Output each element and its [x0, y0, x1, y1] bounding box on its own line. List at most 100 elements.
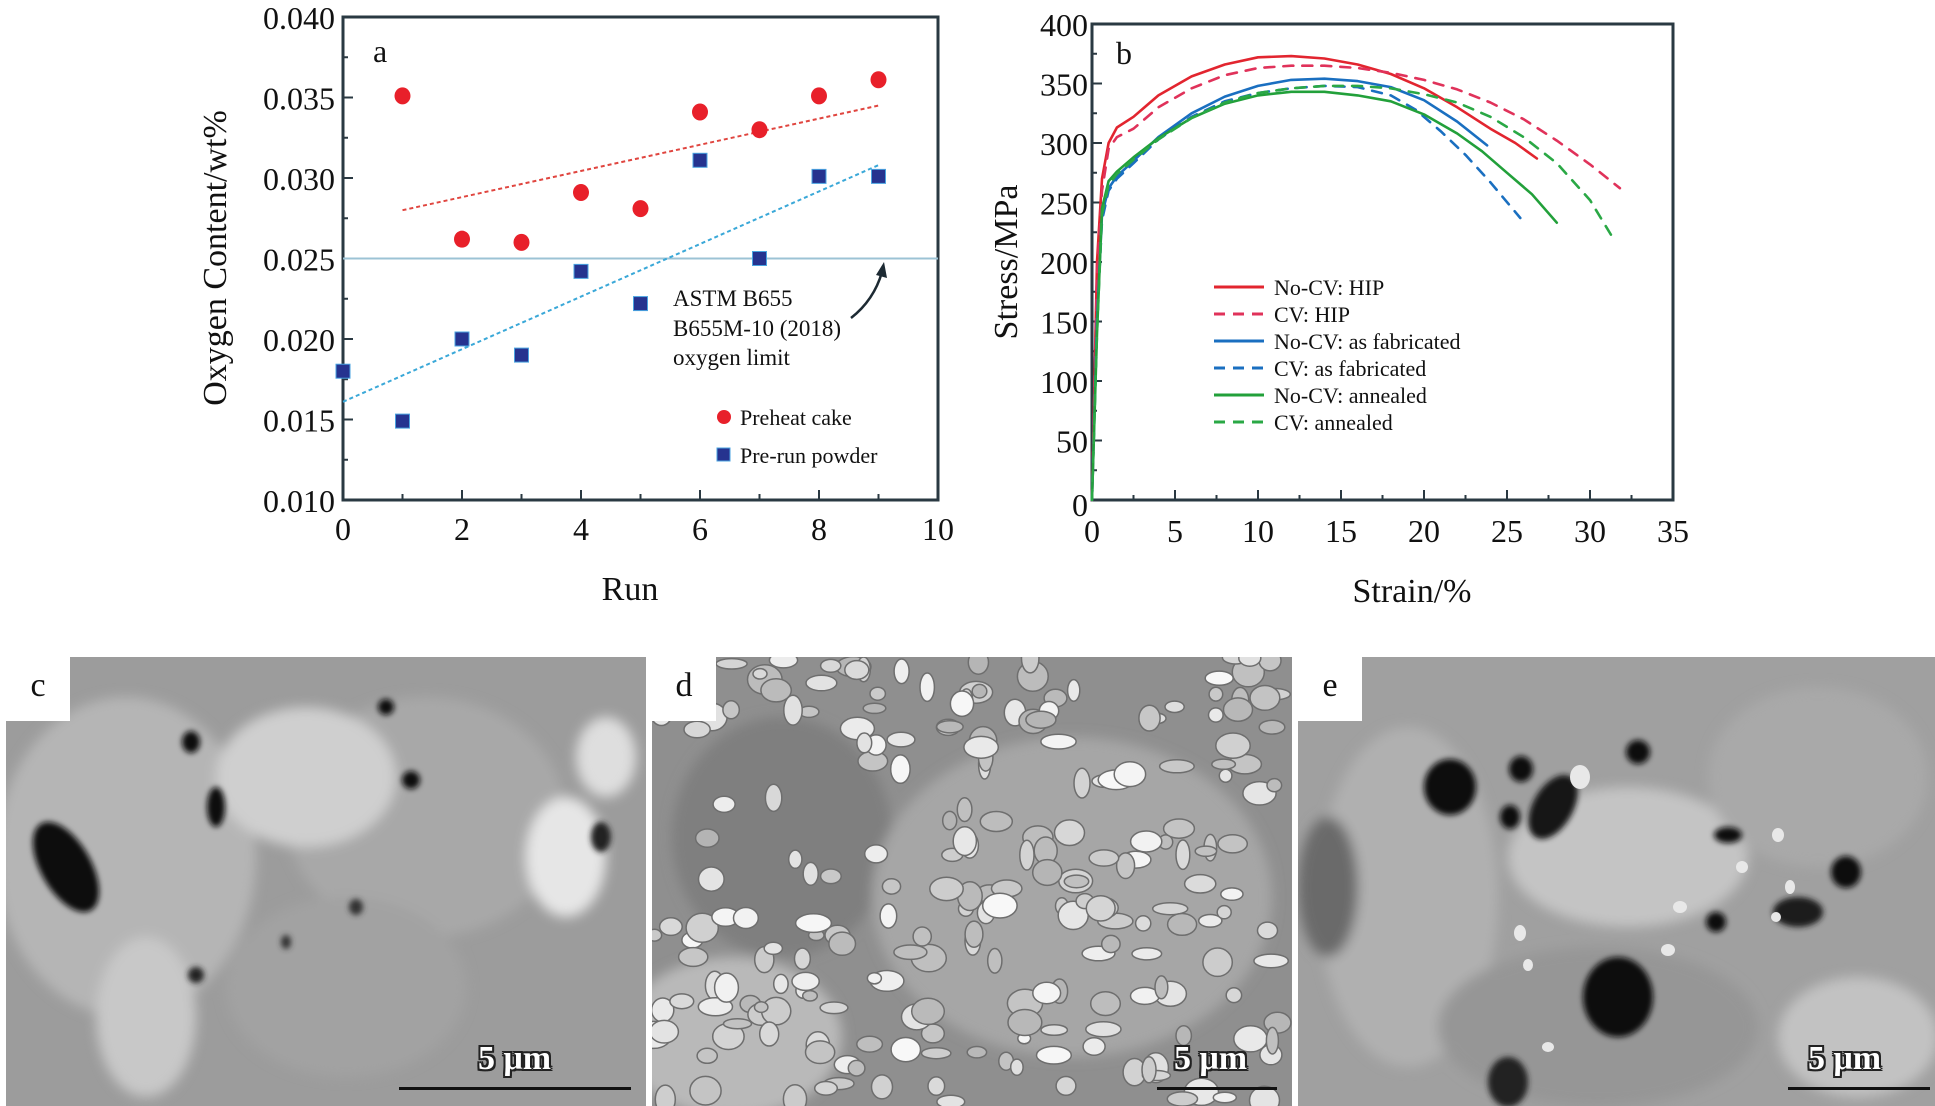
- grain: [654, 1084, 677, 1106]
- y-tick-label: 0.015: [263, 403, 335, 439]
- x-tick-label: 30: [1574, 513, 1606, 549]
- grain: [722, 700, 741, 720]
- micrograph-e: e 5 μm: [1298, 657, 1935, 1106]
- x-tick-label: 4: [573, 511, 589, 547]
- chart-a-panel-label: a: [373, 33, 387, 69]
- grain: [1220, 887, 1244, 902]
- grain: [1258, 657, 1282, 672]
- grain: [1020, 657, 1040, 674]
- grain: [752, 667, 768, 680]
- y-tick-label: 400: [1040, 7, 1088, 43]
- micrograph-e-image: [1298, 657, 1935, 1106]
- preheat-cake-point: [513, 233, 530, 251]
- grain: [963, 735, 1000, 759]
- chart-b-curves: [1090, 54, 1622, 502]
- grain: [1085, 895, 1116, 922]
- x-tick-label: 10: [1242, 513, 1274, 549]
- curve-no-cv-annealed: [1090, 90, 1559, 502]
- legend-label-no-cv-as-fabricated: No-CV: as fabricated: [1274, 329, 1461, 354]
- grain: [1248, 1085, 1281, 1106]
- legend-preheat-cake-marker: [717, 410, 731, 424]
- chart-a-y-axis-label: Oxygen Content/wt%: [197, 110, 234, 406]
- grain: [1265, 1026, 1280, 1055]
- grain: [782, 1083, 808, 1106]
- grain: [1073, 767, 1091, 799]
- grain: [1154, 975, 1169, 1000]
- micrograph-e-scale-text: 5 μm: [1808, 1040, 1882, 1077]
- grain: [927, 1076, 946, 1097]
- grain: [768, 657, 799, 669]
- grain: [929, 876, 964, 902]
- grain: [1089, 990, 1122, 1017]
- micrograph-e-label: e: [1298, 657, 1362, 721]
- grain: [1197, 913, 1223, 928]
- grain: [1025, 710, 1057, 729]
- legend-pre-run-powder-marker: [716, 447, 731, 462]
- grain: [1009, 1058, 1024, 1077]
- grain: [715, 657, 748, 670]
- x-tick-label: 8: [811, 511, 827, 547]
- grain: [783, 694, 803, 726]
- pre-run-powder-point: [633, 296, 648, 312]
- y-tick-label: 100: [1040, 364, 1088, 400]
- annotation-arrow-icon: [850, 271, 884, 319]
- curve-cv-hip: [1090, 64, 1622, 502]
- grain: [652, 1019, 680, 1044]
- grain: [805, 674, 838, 692]
- grain: [1131, 946, 1163, 961]
- y-tick-label: 50: [1056, 424, 1088, 460]
- micrograph-e-scale-bar: [1788, 1087, 1930, 1090]
- grain: [1258, 719, 1286, 735]
- pre-run-powder-point: [335, 363, 351, 379]
- grain: [1238, 657, 1262, 667]
- x-tick-label: 6: [692, 511, 708, 547]
- micrograph-c-scale-text: 5 μm: [478, 1040, 552, 1077]
- chart-b-y-axis-label: Stress/MPa: [988, 185, 1025, 340]
- grain: [1194, 845, 1218, 858]
- grain: [1218, 768, 1233, 783]
- grain: [828, 931, 857, 957]
- chart-b-panel-label: b: [1116, 35, 1132, 71]
- micrograph-d-scale-bar: [1157, 1087, 1277, 1090]
- grain: [964, 920, 984, 949]
- pre-run-powder-point: [454, 331, 470, 347]
- x-tick-label: 15: [1325, 513, 1357, 549]
- grain: [936, 1094, 966, 1106]
- micrograph-d: d 5 μm: [652, 657, 1292, 1106]
- grain: [658, 917, 683, 937]
- grain: [1166, 1091, 1199, 1106]
- grain: [1040, 1023, 1069, 1037]
- grain: [696, 1047, 719, 1065]
- grain: [866, 971, 883, 985]
- x-tick-label: 2: [454, 511, 470, 547]
- pre-run-powder-point: [692, 152, 708, 168]
- grain: [753, 1001, 769, 1014]
- micrograph-c-image: [6, 657, 646, 1106]
- preheat-cake-point: [454, 230, 470, 248]
- grain: [1066, 678, 1081, 702]
- grain: [1162, 818, 1196, 839]
- grain: [935, 719, 964, 734]
- y-tick-label: 0.020: [263, 322, 335, 358]
- grain: [967, 657, 990, 675]
- grain: [966, 1045, 988, 1059]
- grain: [1253, 953, 1290, 969]
- grain: [1088, 849, 1120, 867]
- grain: [1175, 839, 1191, 871]
- micrograph-d-label: d: [652, 657, 716, 721]
- grain: [791, 971, 820, 992]
- grain: [881, 877, 902, 895]
- grain: [689, 1075, 722, 1106]
- grain: [819, 1001, 849, 1015]
- micrograph-d-scale-text: 5 μm: [1174, 1040, 1248, 1077]
- grain: [1208, 686, 1224, 702]
- grain: [1138, 704, 1161, 732]
- pre-run-powder-point: [871, 168, 886, 184]
- micrograph-d-image: [652, 657, 1292, 1106]
- grain: [764, 783, 783, 813]
- x-tick-label: 35: [1657, 513, 1689, 549]
- grain: [772, 973, 789, 995]
- y-tick-label: 300: [1040, 126, 1088, 162]
- legend-label-cv-as-fabricated: CV: as fabricated: [1274, 356, 1426, 381]
